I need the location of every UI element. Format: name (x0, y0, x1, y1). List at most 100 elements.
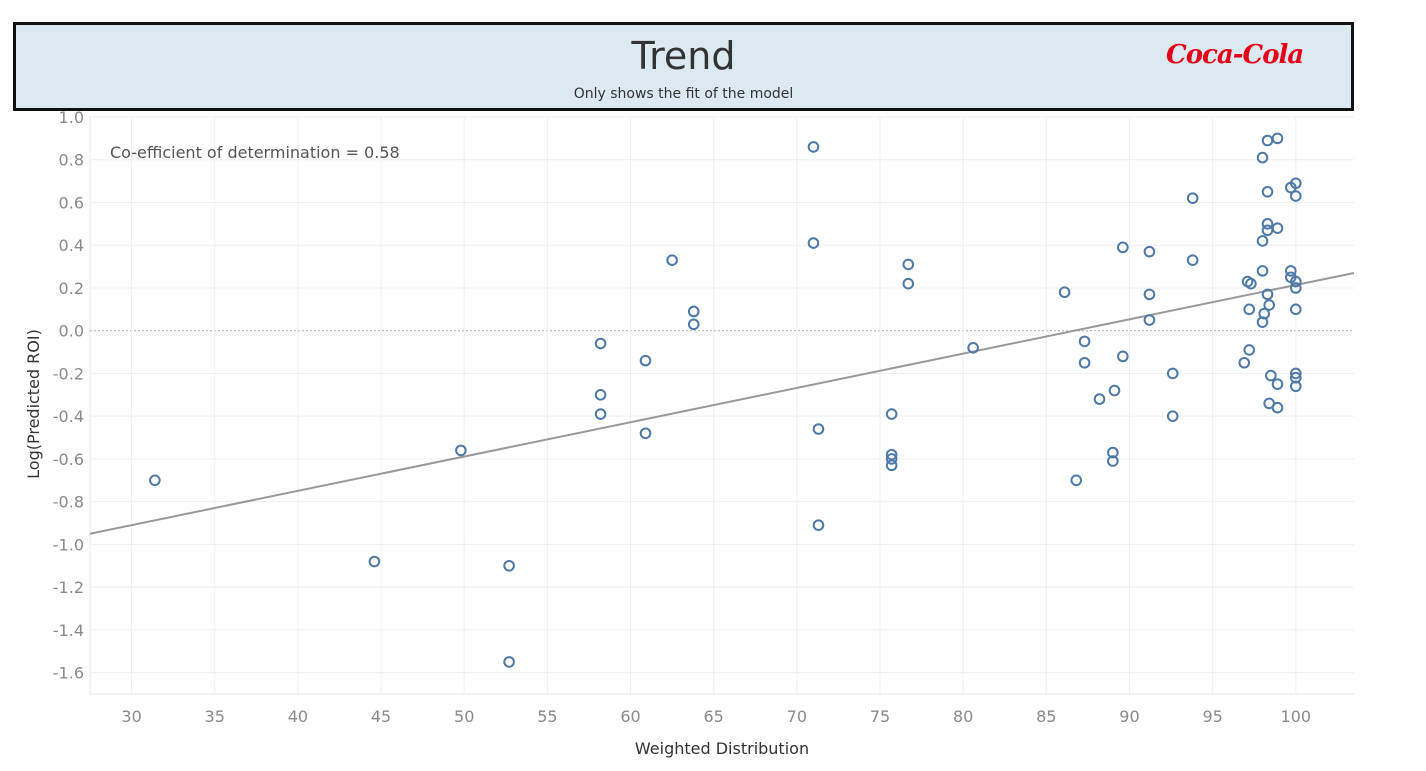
trend-line-group (89, 272, 1355, 535)
data-point (812, 519, 825, 531)
data-point (1261, 288, 1274, 301)
data-point (1058, 286, 1071, 299)
data-point (1258, 307, 1270, 320)
data-point (1243, 344, 1256, 356)
data-point (1289, 380, 1302, 393)
data-point (1289, 177, 1302, 190)
data-point (1245, 277, 1257, 290)
data-point (1271, 378, 1284, 390)
data-point (1289, 371, 1302, 384)
data-point (1186, 192, 1199, 205)
data-point (1107, 455, 1119, 467)
data-point (1143, 288, 1156, 301)
y-tick-label: 0.6 (59, 193, 84, 212)
data-point (1271, 222, 1284, 234)
data-point (1238, 356, 1251, 369)
data-point (807, 141, 820, 153)
data-point (1117, 350, 1129, 363)
r-squared-annotation: Co-efficient of determination = 0.58 (110, 143, 400, 162)
data-point (1117, 241, 1129, 254)
data-point (812, 423, 825, 435)
y-tick-label: 0.8 (59, 151, 84, 170)
x-tick-label: 30 (121, 707, 141, 726)
y-tick-label: -1.6 (53, 664, 84, 683)
y-axis-title: Log(Predicted ROI) (24, 329, 43, 479)
data-point (1263, 299, 1275, 311)
y-tick-label: 1.0 (59, 108, 84, 127)
data-point (807, 237, 820, 249)
y-tick-label: -0.8 (53, 493, 84, 512)
x-tick-label: 45 (371, 707, 391, 726)
x-tick-label: 35 (205, 707, 225, 726)
x-tick-label: 65 (704, 707, 724, 726)
chart-grid (89, 116, 1354, 695)
data-point (1143, 314, 1156, 326)
data-point (967, 342, 979, 354)
data-point (885, 453, 898, 465)
data-point (1143, 245, 1156, 258)
data-point (1108, 384, 1121, 397)
data-point (1070, 474, 1083, 487)
data-point (1261, 224, 1274, 237)
data-point (1261, 185, 1274, 198)
data-point (687, 318, 700, 331)
data-point (1271, 401, 1284, 414)
x-tick-label: 50 (454, 707, 474, 726)
data-point (1256, 151, 1269, 164)
data-point (1166, 367, 1179, 380)
x-tick-label: 75 (870, 707, 890, 726)
data-point (1271, 132, 1284, 145)
data-point (503, 656, 515, 668)
page-title: Trend (631, 34, 736, 78)
data-point (1243, 303, 1256, 316)
y-tick-label: -1.0 (53, 535, 84, 554)
data-point (1289, 190, 1302, 202)
data-point (1289, 367, 1302, 380)
x-axis-title: Weighted Distribution (635, 739, 809, 758)
y-tick-label: 0.2 (59, 279, 84, 298)
y-tick-label: -0.6 (53, 450, 84, 469)
data-point (902, 277, 915, 290)
data-point (149, 474, 161, 487)
data-point (1256, 265, 1269, 277)
x-tick-label: 55 (537, 707, 557, 726)
data-point (885, 459, 898, 472)
x-tick-label: 100 (1281, 707, 1312, 726)
data-point (885, 448, 898, 461)
data-point (1256, 235, 1269, 247)
data-point (503, 559, 515, 572)
data-points (149, 132, 1302, 668)
data-point (594, 337, 607, 350)
data-point (1261, 134, 1274, 147)
data-point (1289, 303, 1302, 316)
trend-line (89, 272, 1355, 535)
x-tick-label: 95 (1202, 707, 1222, 726)
data-point (594, 389, 607, 401)
data-point (1078, 335, 1091, 348)
data-point (885, 408, 898, 420)
x-tick-label: 80 (953, 707, 973, 726)
axis-ticks: 1.0 0.8 0.6 0.4 0.2 0.0 -0.2 -0.4 -0.6 -0.8 -1.0 -1… (53, 108, 1311, 726)
y-tick-label: -0.2 (53, 364, 84, 383)
data-point (1186, 254, 1199, 266)
y-tick-label: 0.4 (59, 236, 84, 255)
data-point (368, 555, 381, 568)
data-point (902, 258, 915, 271)
x-tick-label: 40 (288, 707, 308, 726)
x-tick-label: 90 (1119, 707, 1139, 726)
data-point (1093, 393, 1106, 405)
data-point (1166, 410, 1179, 422)
data-point (1289, 282, 1302, 294)
data-point (1078, 356, 1091, 369)
y-tick-label: -1.4 (53, 621, 84, 640)
data-point (1261, 218, 1274, 230)
data-point (1289, 275, 1302, 288)
data-point (1285, 265, 1297, 277)
data-point (455, 444, 467, 457)
data-point (639, 427, 652, 440)
y-tick-label: -1.2 (53, 578, 84, 597)
y-tick-label: -0.4 (53, 407, 84, 426)
x-tick-label: 70 (787, 707, 807, 726)
data-point (639, 354, 652, 367)
